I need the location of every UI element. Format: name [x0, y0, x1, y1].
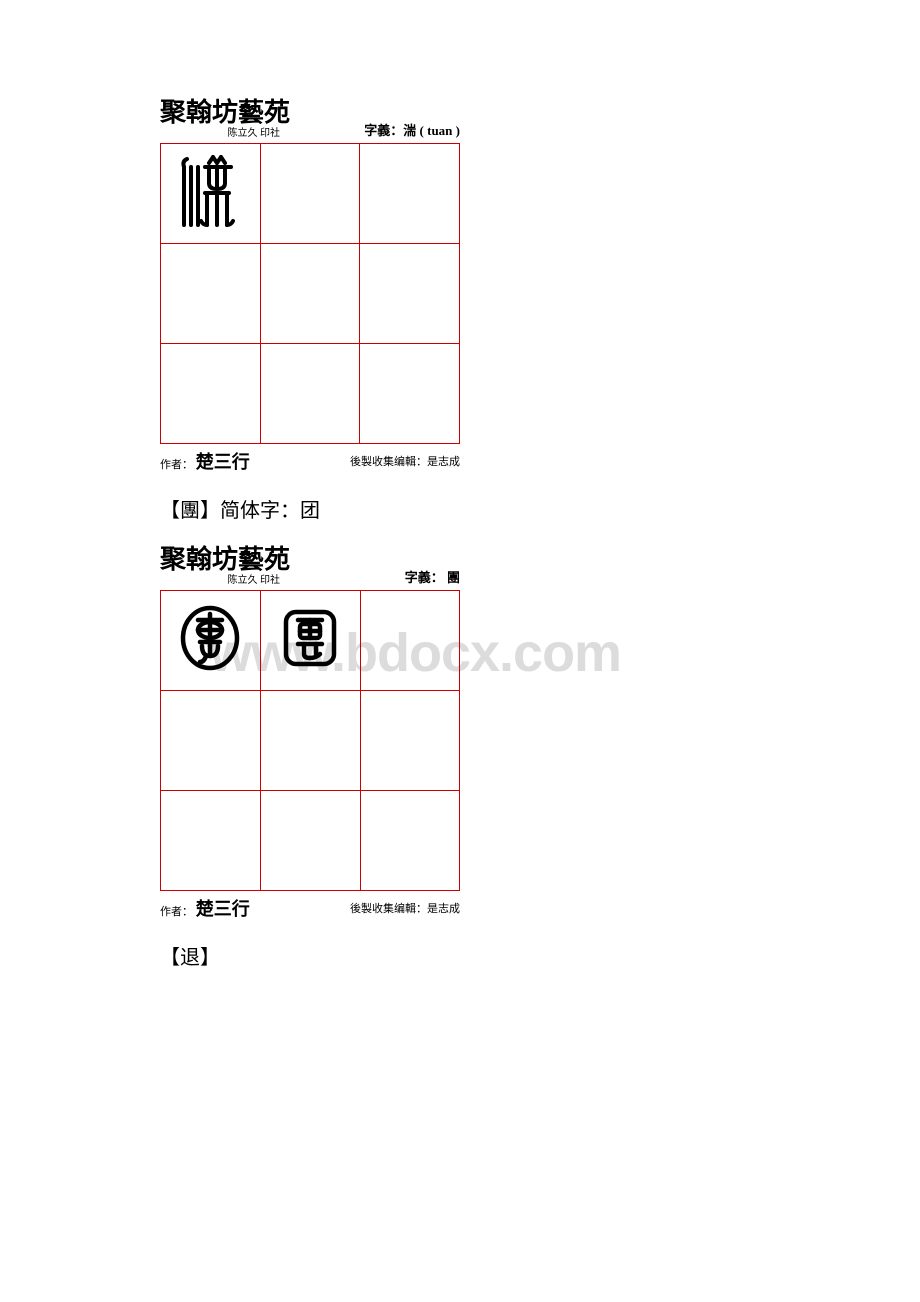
author-block: 作者： 楚三行: [160, 448, 250, 474]
seal-glyph-tuan-2: [278, 604, 342, 677]
editor-name: 是志成: [427, 456, 460, 468]
page-content: 聚翰坊藝苑 陈立久 印社 字義：湍 ( tuan ): [160, 100, 920, 970]
brand-block: 聚翰坊藝苑 陈立久 印社: [160, 100, 290, 139]
grid-cell: [360, 244, 460, 344]
meaning-char: 湍: [403, 123, 416, 138]
editor-label: 後製收集编輯：: [350, 456, 427, 468]
character-meaning: 字義： 團: [405, 567, 460, 586]
calligraphy-card-2: 聚翰坊藝苑 陈立久 印社 字義： 團: [160, 547, 460, 921]
caption-tui: 【退】: [160, 941, 920, 970]
meaning-label: 字義：: [364, 123, 403, 138]
grid-cell: [161, 244, 261, 344]
editor-name: 是志成: [427, 903, 460, 915]
brand-title: 聚翰坊藝苑: [160, 100, 290, 126]
author-name: 楚三行: [196, 452, 250, 472]
author-label: 作者：: [160, 459, 193, 471]
author-name: 楚三行: [196, 899, 250, 919]
card-footer: 作者： 楚三行 後製收集编輯：是志成: [160, 444, 460, 474]
calligraphy-card-1: 聚翰坊藝苑 陈立久 印社 字義：湍 ( tuan ): [160, 100, 460, 474]
grid-cell: [161, 791, 261, 891]
grid-cell: [360, 791, 459, 891]
grid-cell: [360, 691, 459, 791]
seal-glyph-tuan-1: [178, 604, 242, 677]
meaning-char: 團: [444, 570, 460, 585]
editor-block: 後製收集编輯：是志成: [350, 453, 460, 469]
card-header: 聚翰坊藝苑 陈立久 印社 字義：湍 ( tuan ): [160, 100, 460, 143]
grid-cell: [260, 591, 360, 691]
editor-label: 後製收集编輯：: [350, 903, 427, 915]
practice-grid: [160, 590, 460, 891]
grid-cell: [360, 344, 460, 444]
author-label: 作者：: [160, 906, 193, 918]
seal-glyph-tuan: [179, 155, 241, 232]
caption-tuan: 【團】简体字：团: [160, 494, 920, 523]
editor-block: 後製收集编輯：是志成: [350, 900, 460, 916]
author-block: 作者： 楚三行: [160, 895, 250, 921]
grid-cell: [260, 691, 360, 791]
meaning-label: 字義：: [405, 570, 444, 585]
card-header: 聚翰坊藝苑 陈立久 印社 字義： 團: [160, 547, 460, 590]
grid-cell: [161, 344, 261, 444]
character-meaning: 字義：湍 ( tuan ): [364, 120, 460, 139]
grid-cell: [161, 144, 261, 244]
grid-cell: [260, 144, 360, 244]
brand-block: 聚翰坊藝苑 陈立久 印社: [160, 547, 290, 586]
grid-cell: [161, 691, 261, 791]
grid-cell: [161, 591, 261, 691]
meaning-pinyin: ( tuan ): [416, 123, 460, 138]
brand-title: 聚翰坊藝苑: [160, 547, 290, 573]
grid-cell: [260, 344, 360, 444]
caption-text: 简体字：团: [220, 500, 320, 522]
grid-cell: [360, 591, 459, 691]
grid-cell: [360, 144, 460, 244]
caption-prefix: 【團】: [160, 500, 220, 522]
card-footer: 作者： 楚三行 後製收集编輯：是志成: [160, 891, 460, 921]
grid-cell: [260, 244, 360, 344]
grid-cell: [260, 791, 360, 891]
practice-grid: [160, 143, 460, 444]
